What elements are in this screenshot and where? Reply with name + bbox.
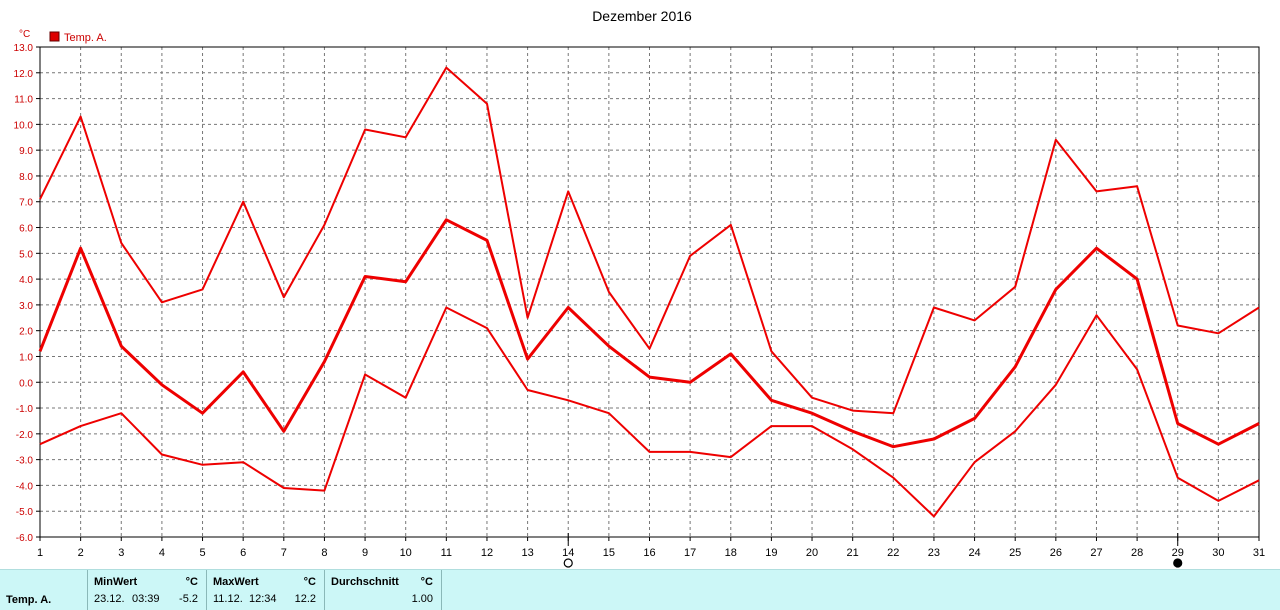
x-tick-label: 4 (159, 547, 165, 559)
x-tick-label: 6 (240, 547, 246, 559)
min-unit: °C (185, 576, 198, 588)
x-tick-label: 23 (928, 547, 940, 559)
min-header: MinWert (94, 576, 138, 588)
x-tick-label: 21 (847, 547, 859, 559)
y-tick-label: 3.0 (19, 301, 33, 312)
x-tick-label: 5 (199, 547, 205, 559)
min-time: 03:39 (132, 593, 160, 605)
max-value-cell: MaxWert °C 11.12. 12:34 12.2 (207, 570, 325, 610)
chart-title: Dezember 2016 (592, 8, 692, 24)
max-date: 11.12. (213, 593, 243, 605)
x-tick-label: 9 (362, 547, 368, 559)
x-tick-label: 17 (684, 547, 696, 559)
plot-area-frame (39, 46, 1260, 538)
series-group (38, 66, 1260, 518)
x-tick-label: 7 (281, 547, 287, 559)
x-tick-label: 29 (1172, 547, 1184, 559)
x-tick-label: 12 (481, 547, 493, 559)
y-tick-label: 10.0 (14, 120, 34, 131)
legend-label: Temp. A. (64, 32, 107, 44)
x-tick-label: 10 (400, 547, 412, 559)
avg-header: Durchschnitt (331, 576, 399, 588)
y-tick-label: 8.0 (19, 172, 33, 183)
average-value-cell: Durchschnitt °C 1.00 (325, 570, 442, 610)
legend-swatch (49, 31, 60, 42)
x-tick-label: 28 (1131, 547, 1143, 559)
min-value: -5.2 (179, 593, 198, 605)
avg-unit: °C (420, 576, 433, 588)
x-tick-label: 13 (521, 547, 533, 559)
grid (39, 46, 1260, 538)
max-value: 12.2 (294, 593, 316, 605)
x-tick-label: 30 (1212, 547, 1224, 559)
y-tick-label: -4.0 (16, 481, 34, 492)
x-tick-label: 14 (562, 547, 574, 559)
y-tick-label: 5.0 (19, 249, 33, 260)
x-tick-label: 1 (37, 547, 43, 559)
x-tick-label: 19 (765, 547, 777, 559)
y-tick-label: -6.0 (16, 533, 34, 544)
x-tick-label: 8 (321, 547, 327, 559)
x-tick-label: 3 (118, 547, 124, 559)
series-mean-line (38, 218, 1260, 449)
x-tick-label: 2 (78, 547, 84, 559)
moon-phase-markers (563, 533, 1183, 568)
max-header: MaxWert (213, 576, 259, 588)
y-tick-label: 12.0 (14, 69, 34, 80)
x-tick-label: 31 (1253, 547, 1265, 559)
avg-value: 1.00 (411, 593, 433, 605)
statistics-footer: Temp. A. MinWert °C 23.12. 03:39 -5.2 Ma… (0, 569, 1280, 610)
y-tick-label: 6.0 (19, 224, 33, 235)
series-min-line (39, 306, 1260, 518)
x-tick-label: 22 (887, 547, 899, 559)
x-tick-label: 25 (1009, 547, 1021, 559)
y-tick-label: 0.0 (19, 378, 33, 389)
max-time: 12:34 (249, 593, 277, 605)
y-tick-label: -5.0 (16, 507, 34, 518)
max-unit: °C (303, 576, 316, 588)
y-tick-label: 2.0 (19, 327, 33, 338)
x-tick-label: 16 (643, 547, 655, 559)
y-tick-label: -1.0 (16, 404, 34, 415)
series-max-line (39, 66, 1260, 415)
x-tick-label: 27 (1090, 547, 1102, 559)
y-tick-label: 4.0 (19, 275, 33, 286)
y-tick-label: -2.0 (16, 430, 34, 441)
y-tick-label: -3.0 (16, 456, 34, 467)
x-tick-label: 15 (603, 547, 615, 559)
footer-row-label-cell: Temp. A. (0, 570, 88, 610)
y-tick-label: 1.0 (19, 352, 33, 363)
temperature-chart: Dezember 2016 °C Temp. A. -6.0 -5.0 -4.0 -3… (14, 8, 1265, 568)
y-axis-unit: °C (19, 29, 30, 40)
x-tick-label: 11 (441, 547, 452, 559)
x-axis-ticks: 1 2 3 4 5 6 7 8 9 10 11 12 13 14 15 16 17 18 19 20 21 22 23 24 2… (37, 537, 1265, 559)
x-tick-label: 18 (725, 547, 737, 559)
new-moon-icon (1173, 558, 1183, 568)
y-axis-ticks: -6.0 -5.0 -4.0 -3.0 -2.0 -1.0 0.0 1.0 2.0 3.0 4.0 5… (14, 43, 40, 544)
min-value-cell: MinWert °C 23.12. 03:39 -5.2 (88, 570, 207, 610)
min-date: 23.12. (94, 593, 125, 605)
y-tick-label: 7.0 (19, 198, 33, 209)
y-tick-label: 9.0 (19, 146, 33, 157)
x-tick-label: 26 (1050, 547, 1062, 559)
footer-row-label: Temp. A. (6, 594, 52, 606)
y-tick-label: 11.0 (14, 95, 33, 106)
x-tick-label: 24 (968, 547, 980, 559)
y-tick-label: 13.0 (14, 43, 34, 54)
full-moon-icon (563, 558, 573, 568)
x-tick-label: 20 (806, 547, 818, 559)
